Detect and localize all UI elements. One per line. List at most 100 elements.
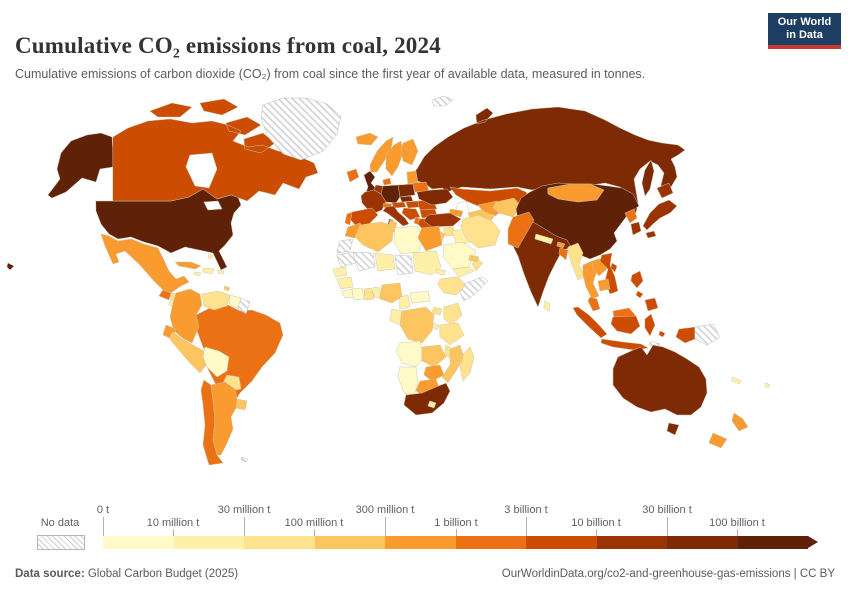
country-ethiopia[interactable]: [437, 276, 467, 296]
country-nigeria[interactable]: [379, 282, 403, 304]
country-new-zealand[interactable]: [708, 412, 749, 449]
country-sri-lanka[interactable]: [543, 300, 551, 312]
legend-bin-6[interactable]: [455, 536, 526, 549]
country-caucasus[interactable]: [449, 208, 464, 218]
country-south-korea[interactable]: [630, 221, 642, 236]
country-nepal[interactable]: [534, 233, 554, 245]
country-north-korea[interactable]: [624, 208, 638, 224]
country-chad[interactable]: [394, 254, 414, 276]
country-niger[interactable]: [374, 252, 396, 272]
country-togo-benin[interactable]: [373, 286, 381, 299]
country-western-sahara[interactable]: [336, 238, 354, 254]
country-trinidad[interactable]: [223, 285, 231, 292]
country-peru[interactable]: [168, 331, 209, 374]
legend-bin-7[interactable]: [526, 536, 597, 549]
country-lesotho[interactable]: [427, 400, 437, 409]
country-portugal[interactable]: [344, 211, 353, 226]
country-eritrea[interactable]: [435, 268, 447, 276]
country-uganda[interactable]: [431, 306, 443, 316]
legend-bin-9[interactable]: [667, 536, 738, 549]
country-japan[interactable]: [642, 182, 678, 239]
country-drc[interactable]: [399, 306, 435, 344]
country-somalia[interactable]: [459, 276, 489, 302]
legend-bin-4[interactable]: [314, 536, 385, 549]
country-puerto-rico[interactable]: [217, 269, 225, 275]
country-bolivia[interactable]: [202, 346, 230, 378]
country-ireland[interactable]: [346, 168, 360, 183]
country-falklands[interactable]: [240, 456, 249, 463]
country-guinea[interactable]: [336, 276, 354, 290]
country-bhutan[interactable]: [556, 241, 566, 249]
owid-link[interactable]: OurWorldinData.org/co2-and-greenhouse-ga…: [501, 568, 835, 580]
country-jamaica[interactable]: [193, 271, 202, 277]
country-mongolia[interactable]: [547, 183, 605, 203]
country-vietnam[interactable]: [599, 252, 619, 295]
legend-bin-8[interactable]: [596, 536, 667, 549]
country-fiji[interactable]: [764, 382, 771, 389]
country-venezuela[interactable]: [201, 290, 231, 311]
country-india[interactable]: [512, 221, 572, 308]
country-sweden[interactable]: [385, 140, 404, 177]
country-france[interactable]: [360, 189, 387, 215]
country-czechia[interactable]: [399, 195, 414, 203]
legend-bin-10[interactable]: [737, 536, 808, 549]
legend-bin-3[interactable]: [244, 536, 315, 549]
country-iceland[interactable]: [355, 132, 379, 146]
country-papua-new-guinea[interactable]: [694, 323, 721, 346]
country-cuba[interactable]: [174, 261, 202, 270]
country-svalbard[interactable]: [431, 95, 454, 107]
country-mauritania[interactable]: [336, 251, 357, 268]
country-taiwan[interactable]: [610, 262, 618, 273]
country-pakistan[interactable]: [507, 211, 535, 249]
country-uae[interactable]: [468, 254, 480, 263]
country-mozambique[interactable]: [441, 344, 465, 384]
country-hispaniola[interactable]: [202, 267, 215, 275]
country-baltics[interactable]: [406, 170, 419, 185]
country-senegal[interactable]: [332, 266, 348, 278]
country-philippines[interactable]: [630, 270, 659, 312]
country-balkans[interactable]: [401, 207, 421, 221]
country-denmark[interactable]: [382, 177, 392, 186]
country-libya[interactable]: [393, 225, 423, 255]
country-egypt[interactable]: [417, 225, 443, 252]
country-namibia[interactable]: [397, 366, 419, 396]
country-uruguay[interactable]: [235, 398, 248, 411]
country-malaysia[interactable]: [587, 296, 637, 319]
country-turkey[interactable]: [423, 212, 462, 228]
country-greenland[interactable]: [260, 97, 342, 161]
country-zambia[interactable]: [421, 344, 447, 368]
country-ivory-coast[interactable]: [351, 287, 365, 301]
country-mexico[interactable]: [100, 233, 190, 294]
country-zimbabwe[interactable]: [423, 364, 445, 382]
country-kenya[interactable]: [443, 302, 463, 326]
country-rwanda[interactable]: [432, 322, 440, 331]
country-finland[interactable]: [400, 138, 419, 166]
country-madagascar[interactable]: [459, 346, 475, 382]
country-guatemala[interactable]: [158, 289, 172, 301]
country-canada[interactable]: [112, 98, 319, 202]
country-hungary[interactable]: [405, 200, 421, 209]
country-yemen[interactable]: [452, 266, 475, 278]
country-suriname[interactable]: [237, 297, 251, 315]
country-colombia[interactable]: [169, 288, 203, 344]
country-tanzania[interactable]: [439, 322, 465, 346]
country-algeria[interactable]: [354, 221, 395, 253]
country-cambodia[interactable]: [597, 278, 611, 292]
legend-bin-2[interactable]: [173, 536, 244, 549]
country-central-african-republic[interactable]: [409, 290, 431, 304]
country-south-africa[interactable]: [403, 382, 451, 416]
country-argentina[interactable]: [210, 381, 238, 456]
country-ghana[interactable]: [363, 287, 375, 301]
country-bahamas[interactable]: [207, 253, 214, 260]
country-russia[interactable]: [412, 106, 686, 214]
country-cameroon[interactable]: [399, 294, 411, 310]
country-bangladesh[interactable]: [558, 247, 569, 261]
country-ukraine[interactable]: [416, 188, 454, 206]
country-new-caledonia[interactable]: [730, 376, 742, 385]
country-poland[interactable]: [397, 183, 416, 198]
country-angola[interactable]: [395, 340, 425, 368]
legend-bin-5[interactable]: [385, 536, 456, 549]
country-mali[interactable]: [352, 251, 376, 272]
legend-no-data-swatch[interactable]: [37, 535, 85, 550]
country-australia[interactable]: [612, 344, 708, 436]
